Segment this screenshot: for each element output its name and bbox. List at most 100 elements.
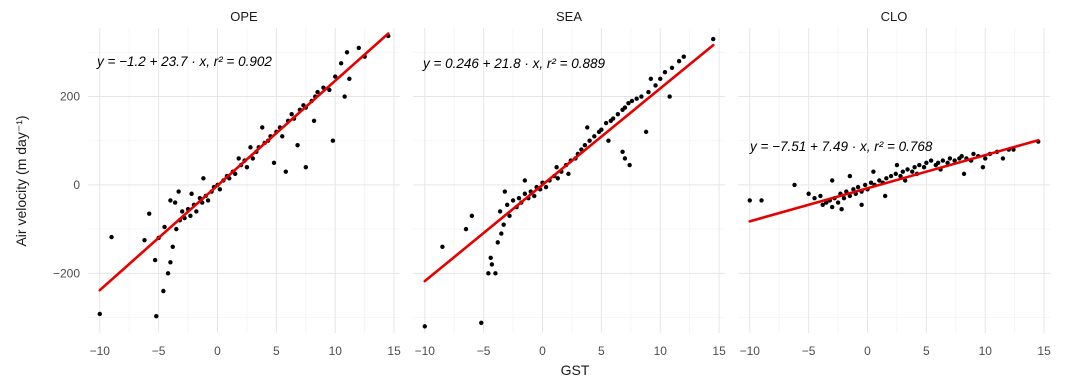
data-point	[283, 169, 288, 174]
data-point	[959, 153, 964, 159]
x-tick-label: 5	[273, 344, 280, 358]
data-point	[835, 200, 841, 205]
data-point	[615, 111, 621, 117]
x-tick-label: 5	[923, 344, 930, 358]
data-point	[311, 118, 317, 124]
data-point	[622, 105, 628, 110]
data-point	[522, 178, 528, 183]
data-point	[945, 160, 950, 166]
data-point	[585, 125, 590, 130]
data-point	[627, 162, 632, 168]
data-point	[236, 156, 241, 161]
data-point	[859, 202, 864, 208]
data-point	[469, 213, 475, 219]
data-point	[510, 198, 516, 203]
data-point	[862, 182, 868, 188]
data-point	[543, 184, 549, 190]
data-point	[610, 116, 616, 121]
data-point	[217, 187, 223, 192]
panel-sea: SEA −10 −5 0 5 10 15 y = 0.246 + 21.8 · x, r² =…	[413, 9, 726, 358]
data-point	[983, 156, 988, 161]
data-point	[667, 94, 672, 99]
panel-title: OPE	[230, 9, 258, 24]
data-point	[806, 191, 811, 196]
data-point	[497, 209, 503, 214]
data-point	[280, 134, 285, 139]
data-point	[847, 173, 853, 179]
data-point	[622, 156, 628, 161]
data-point	[829, 178, 835, 183]
data-point	[910, 169, 915, 174]
data-point	[902, 178, 908, 183]
data-point	[327, 87, 332, 93]
data-point	[176, 189, 181, 194]
y-tick-label: 200	[60, 90, 80, 104]
data-point	[522, 191, 528, 196]
data-point	[1000, 156, 1006, 161]
data-point	[893, 171, 898, 177]
data-point	[232, 171, 238, 177]
data-point	[747, 198, 752, 203]
panel-title: SEA	[556, 9, 582, 24]
data-point	[109, 234, 114, 240]
data-point	[603, 120, 609, 126]
panel-title: CLO	[881, 9, 908, 24]
data-point	[606, 138, 611, 143]
regression-equation: y = −1.2 + 23.7 · x, r² = 0.902	[96, 54, 272, 69]
data-point	[676, 58, 682, 64]
data-point	[342, 94, 347, 99]
data-point	[592, 134, 597, 139]
panel-ope: OPE −10 −5 0 5 10 15 −200 0 200 y = −1.2 + 23.7 · …	[53, 9, 401, 358]
x-tick-label: 15	[712, 344, 726, 358]
y-tick-label: 0	[73, 178, 80, 192]
data-point	[333, 74, 338, 79]
data-point	[271, 160, 277, 166]
data-point	[201, 176, 206, 181]
data-point	[147, 211, 152, 216]
data-point	[289, 111, 294, 117]
data-point	[532, 193, 537, 199]
x-tick-label: 10	[329, 344, 343, 358]
data-point	[489, 262, 495, 267]
data-point	[189, 191, 194, 196]
data-point	[356, 45, 361, 51]
data-point	[653, 83, 658, 88]
regression-equation: y = 0.246 + 21.8 · x, r² = 0.889	[422, 56, 605, 71]
data-point	[917, 162, 922, 168]
data-point	[847, 193, 853, 199]
x-tick-label: 0	[864, 344, 871, 358]
data-point	[928, 158, 934, 163]
data-point	[662, 70, 668, 75]
x-tick-label: −10	[740, 344, 761, 358]
x-tick-label: −5	[152, 344, 166, 358]
data-point	[898, 173, 903, 179]
data-point	[961, 171, 967, 177]
data-point	[711, 36, 716, 42]
data-point	[820, 202, 825, 208]
data-point	[463, 226, 469, 232]
data-point	[295, 142, 300, 148]
data-point	[188, 213, 193, 219]
data-point	[639, 94, 644, 99]
data-point	[658, 76, 663, 82]
data-point	[884, 176, 889, 181]
y-axis-title: Air velocity (m day⁻¹)	[13, 115, 29, 246]
data-point	[179, 209, 185, 214]
data-point	[980, 165, 986, 170]
x-tick-label: 5	[598, 344, 605, 358]
regression-line	[98, 32, 390, 292]
data-point	[516, 195, 522, 201]
data-point	[168, 260, 173, 265]
data-point	[868, 180, 874, 185]
data-point	[841, 195, 847, 201]
regression-line	[423, 43, 715, 283]
data-point	[924, 160, 929, 166]
panel-clo: CLO −10 −5 0 5 10 15 y = −7.51 + 7.49 · x, r² =…	[738, 9, 1051, 358]
x-tick-label: 10	[979, 344, 993, 358]
data-point	[812, 195, 817, 201]
data-point	[839, 207, 844, 212]
data-point	[643, 129, 649, 135]
panels-layer: OPE −10 −5 0 5 10 15 −200 0 200 y = −1.2 + 23.7 · …	[53, 9, 1051, 358]
data-point	[620, 149, 625, 154]
data-point	[888, 173, 894, 179]
